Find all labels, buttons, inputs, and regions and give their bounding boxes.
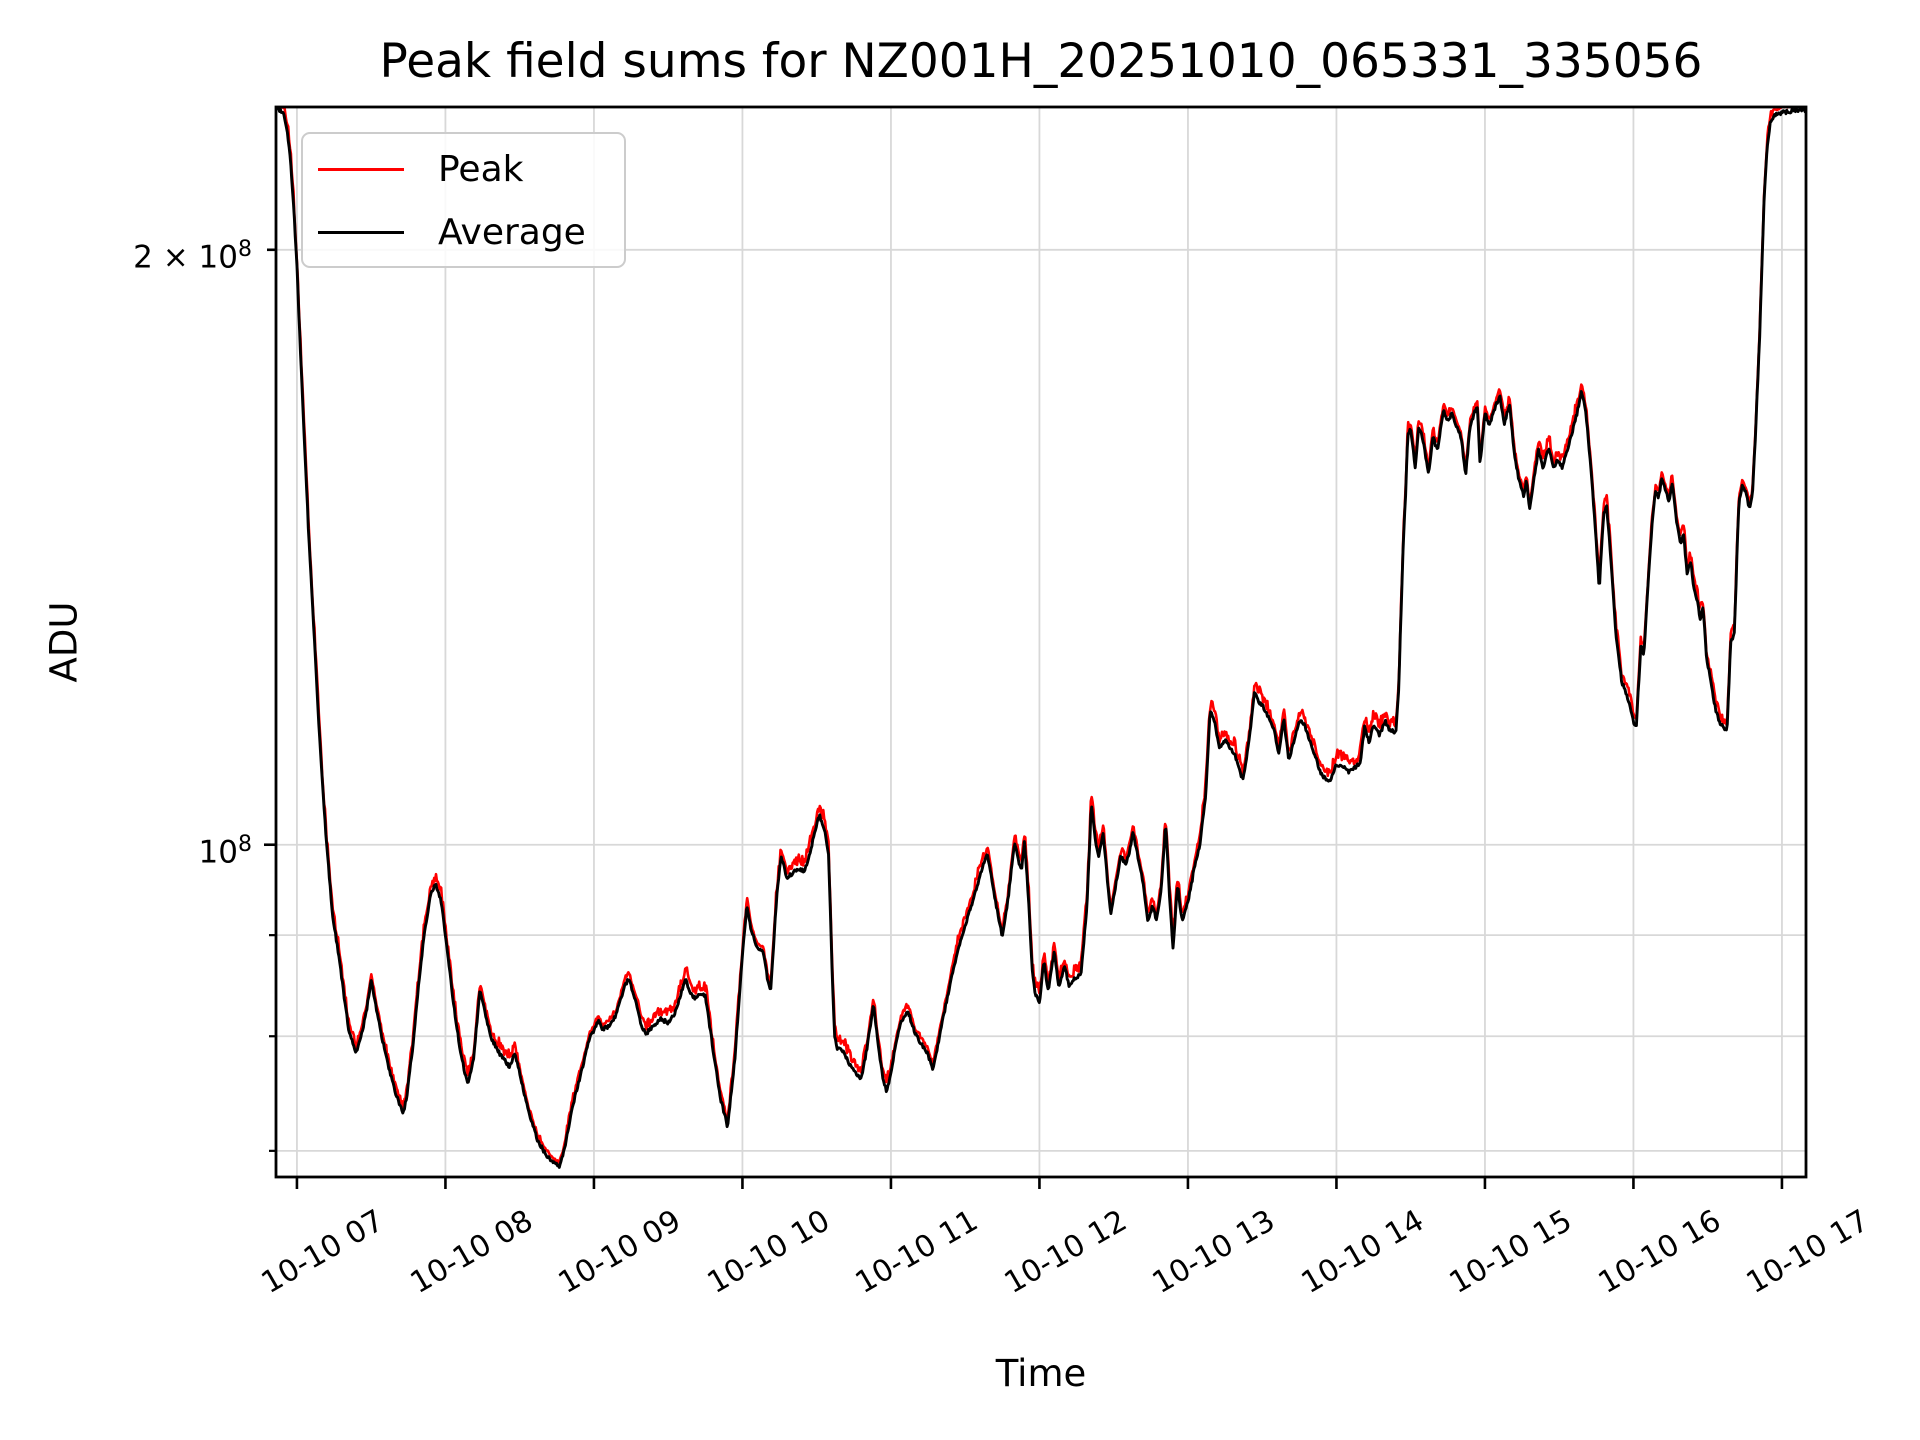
chart-title: Peak field sums for NZ001H_20251010_0653… [379,34,1703,89]
x-axis-label: Time [995,1352,1087,1395]
legend-item-average: Average [303,212,624,253]
legend-item-peak: Peak [303,149,624,190]
legend-label: Average [438,212,586,253]
y-axis-label: ADU [42,601,86,683]
average-line [276,107,1806,1169]
legend-line-sample [318,231,404,234]
tick-marks [264,248,1784,1189]
grid-lines [276,107,1806,1177]
legend-line-sample [318,168,404,171]
y-tick-label: 108 [198,831,252,871]
y-tick-label: 2 × 108 [133,236,252,276]
axes-spines [274,105,1808,1179]
data-series [276,107,1806,1169]
legend-label: Peak [438,149,524,190]
legend: Peak Average [301,132,626,268]
